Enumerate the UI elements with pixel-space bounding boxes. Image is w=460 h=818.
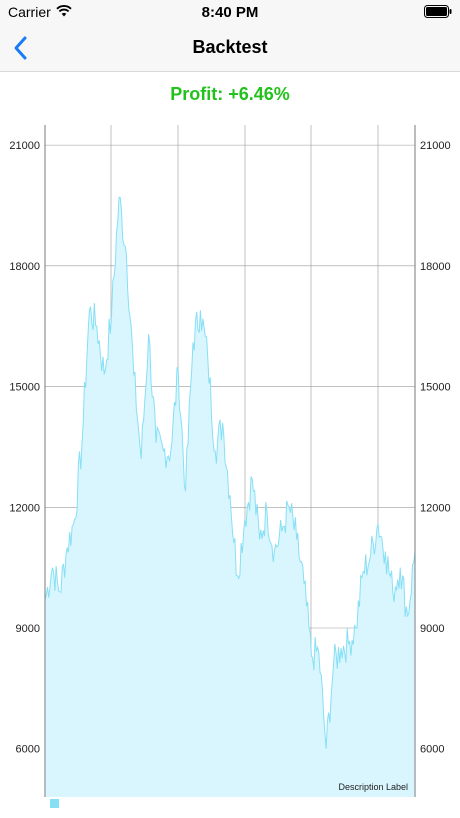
y-tick-label-left: 6000 [16, 744, 40, 756]
profit-label: Profit: +6.46% [170, 84, 290, 104]
legend-swatch [50, 799, 59, 808]
status-time: 8:40 PM [201, 4, 259, 21]
status-bar: Carrier 8:40 PM [0, 0, 460, 24]
y-tick-label-left: 18000 [9, 261, 40, 273]
backtest-chart[interactable]: 6000 9000 12000 15000 18000 21000 6000 9000 120… [0, 125, 460, 818]
carrier-label: Carrier [8, 4, 51, 20]
y-tick-label-right: 9000 [420, 623, 444, 635]
y-tick-label-left: 15000 [9, 382, 40, 394]
y-tick-label-left: 9000 [16, 623, 40, 635]
nav-title: Backtest [192, 37, 268, 57]
navigation-bar: Backtest [0, 24, 460, 72]
right-y-axis: 6000 9000 12000 15000 18000 21000 [414, 125, 451, 797]
y-tick-label-right: 18000 [420, 261, 451, 273]
y-tick-label-left: 12000 [9, 502, 40, 514]
back-chevron-icon[interactable] [8, 34, 36, 62]
wifi-icon [56, 4, 72, 17]
battery-icon [424, 5, 452, 18]
y-tick-label-left: 21000 [9, 140, 40, 152]
left-y-axis: 6000 9000 12000 15000 18000 21000 [9, 125, 46, 797]
y-tick-label-right: 15000 [420, 382, 451, 394]
profit-line [44, 196, 416, 749]
y-tick-label-right: 6000 [420, 744, 444, 756]
y-tick-label-right: 21000 [420, 140, 451, 152]
y-tick-label-right: 12000 [420, 502, 451, 514]
chart-description-label: Description Label [338, 782, 408, 792]
